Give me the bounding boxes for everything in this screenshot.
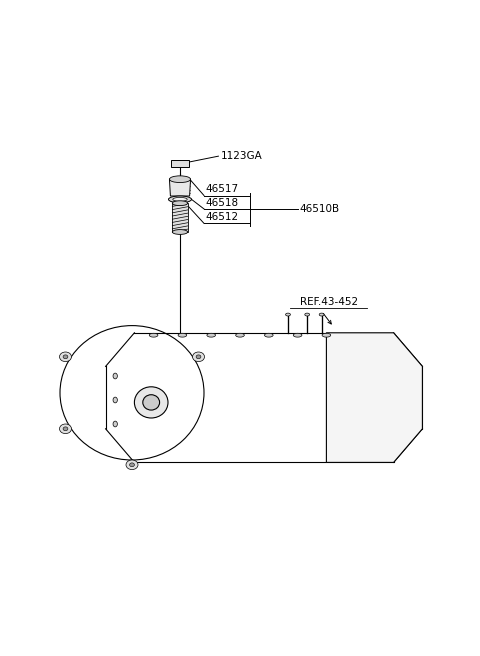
Ellipse shape [192,352,204,361]
Ellipse shape [286,313,290,316]
Ellipse shape [113,397,118,403]
Ellipse shape [178,333,187,337]
Ellipse shape [172,230,188,234]
Ellipse shape [207,333,216,337]
Ellipse shape [319,313,324,316]
Ellipse shape [130,463,134,466]
Ellipse shape [63,427,68,431]
Ellipse shape [63,355,68,359]
Ellipse shape [196,355,201,359]
Ellipse shape [113,373,118,379]
Ellipse shape [60,424,72,434]
Ellipse shape [293,333,302,337]
Text: REF.43-452: REF.43-452 [300,297,358,308]
Text: 46510B: 46510B [299,204,339,214]
Text: 1123GA: 1123GA [221,151,263,161]
Ellipse shape [143,395,159,410]
Ellipse shape [60,352,72,361]
Text: 46517: 46517 [205,184,238,194]
Ellipse shape [134,387,168,418]
Polygon shape [169,179,191,196]
Ellipse shape [236,333,244,337]
Text: 46512: 46512 [205,212,238,222]
Polygon shape [171,160,189,167]
Ellipse shape [322,333,331,337]
Polygon shape [172,203,188,232]
Ellipse shape [305,313,310,316]
Ellipse shape [173,197,187,201]
Ellipse shape [149,333,158,337]
Ellipse shape [264,333,273,337]
Ellipse shape [169,176,191,182]
Polygon shape [326,333,422,462]
Text: 46518: 46518 [205,197,238,207]
Ellipse shape [126,460,138,470]
Ellipse shape [113,421,118,427]
Ellipse shape [168,196,192,203]
Ellipse shape [172,201,188,205]
